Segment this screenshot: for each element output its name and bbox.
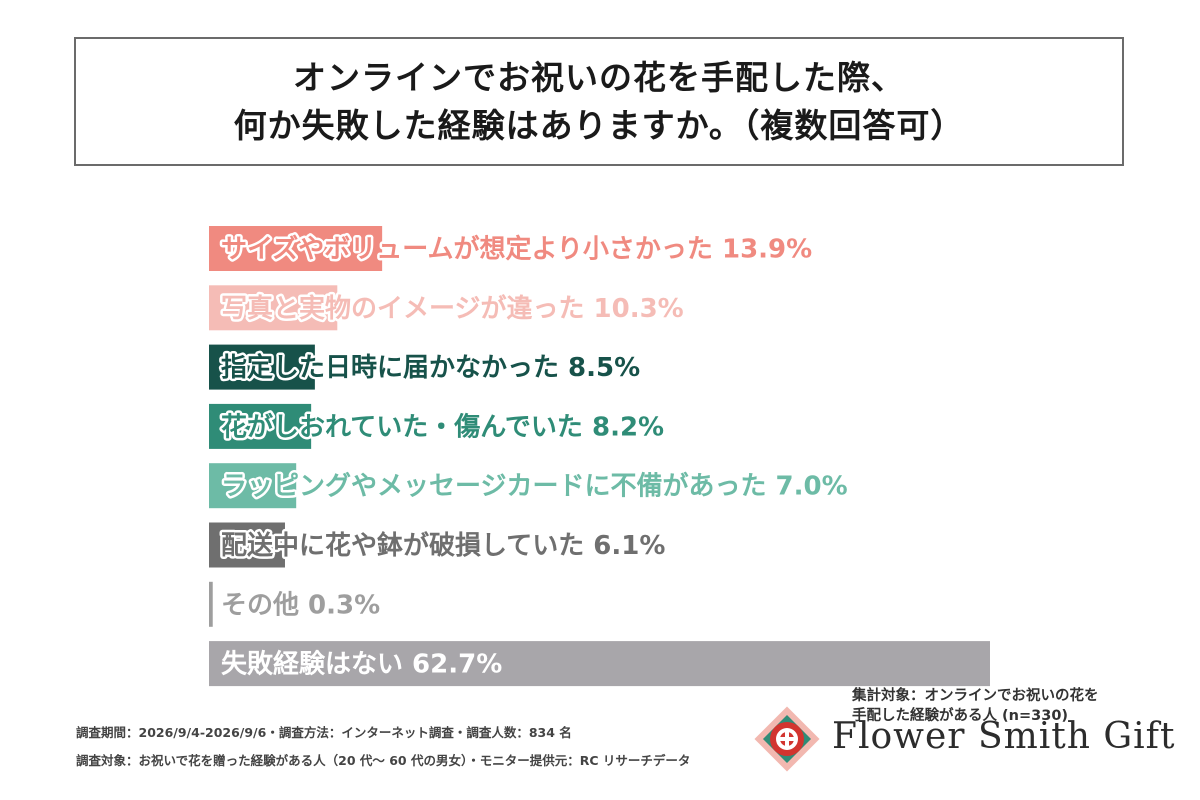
bar-7 [209,641,990,687]
bar-label-2: 指定した日時に届かなかった 8.5% [221,352,640,383]
bar-2 [209,344,315,390]
bar-label-5: 配送中に花や鉢が破損していた 6.1% [221,530,665,561]
bar-label-1: 写真と実物のイメージが違った 10.3% [221,293,684,324]
bar-3 [209,403,312,449]
survey-target-footnote: 調査対象：お祝いで花を贈った経験がある人（20 代〜 60 代の男女）・モニター… [76,753,691,768]
chart-title-line-2: 何か失敗した経験はありますか。（複数回答可） [233,105,965,145]
bar-label-4: ラッピングやメッセージカードに不備があった 7.0% [221,471,848,502]
brand-name: Flower Smith Gift [832,716,1176,757]
title-box: オンラインでお祝いの花を手配した際、 何か失敗した経験はありますか。（複数回答可… [74,37,1124,166]
sample-note-line-2: 手配した経験がある人 (n=330) [852,708,1069,724]
bar-label-0: サイズやボリュームが想定より小さかった 13.9% [221,234,812,265]
bar-6 [209,581,213,627]
chart-title-line-1: オンラインでお祝いの花を手配した際、 [293,57,905,97]
bar-4 [209,463,297,509]
bar-5 [209,522,285,568]
sample-note: 集計対象：オンラインでお祝いの花を 手配した経験がある人 (n=330) [852,686,1152,726]
bar-label-6: その他 0.3% [221,590,380,620]
bar-label-3: 花がしおれていた・傷んでいた 8.2% [221,411,664,442]
bar-0 [209,226,383,271]
flower-emblem-icon [754,706,820,772]
bar-label-7: 失敗経験はない 62.7% [221,649,502,680]
survey-period-footnote: 調査期間：2026/9/4-2026/9/6・調査方法：インターネット調査・調査… [76,725,572,740]
sample-note-line-1: 集計対象：オンラインでお祝いの花を [852,688,1099,704]
bar-1 [209,285,338,331]
